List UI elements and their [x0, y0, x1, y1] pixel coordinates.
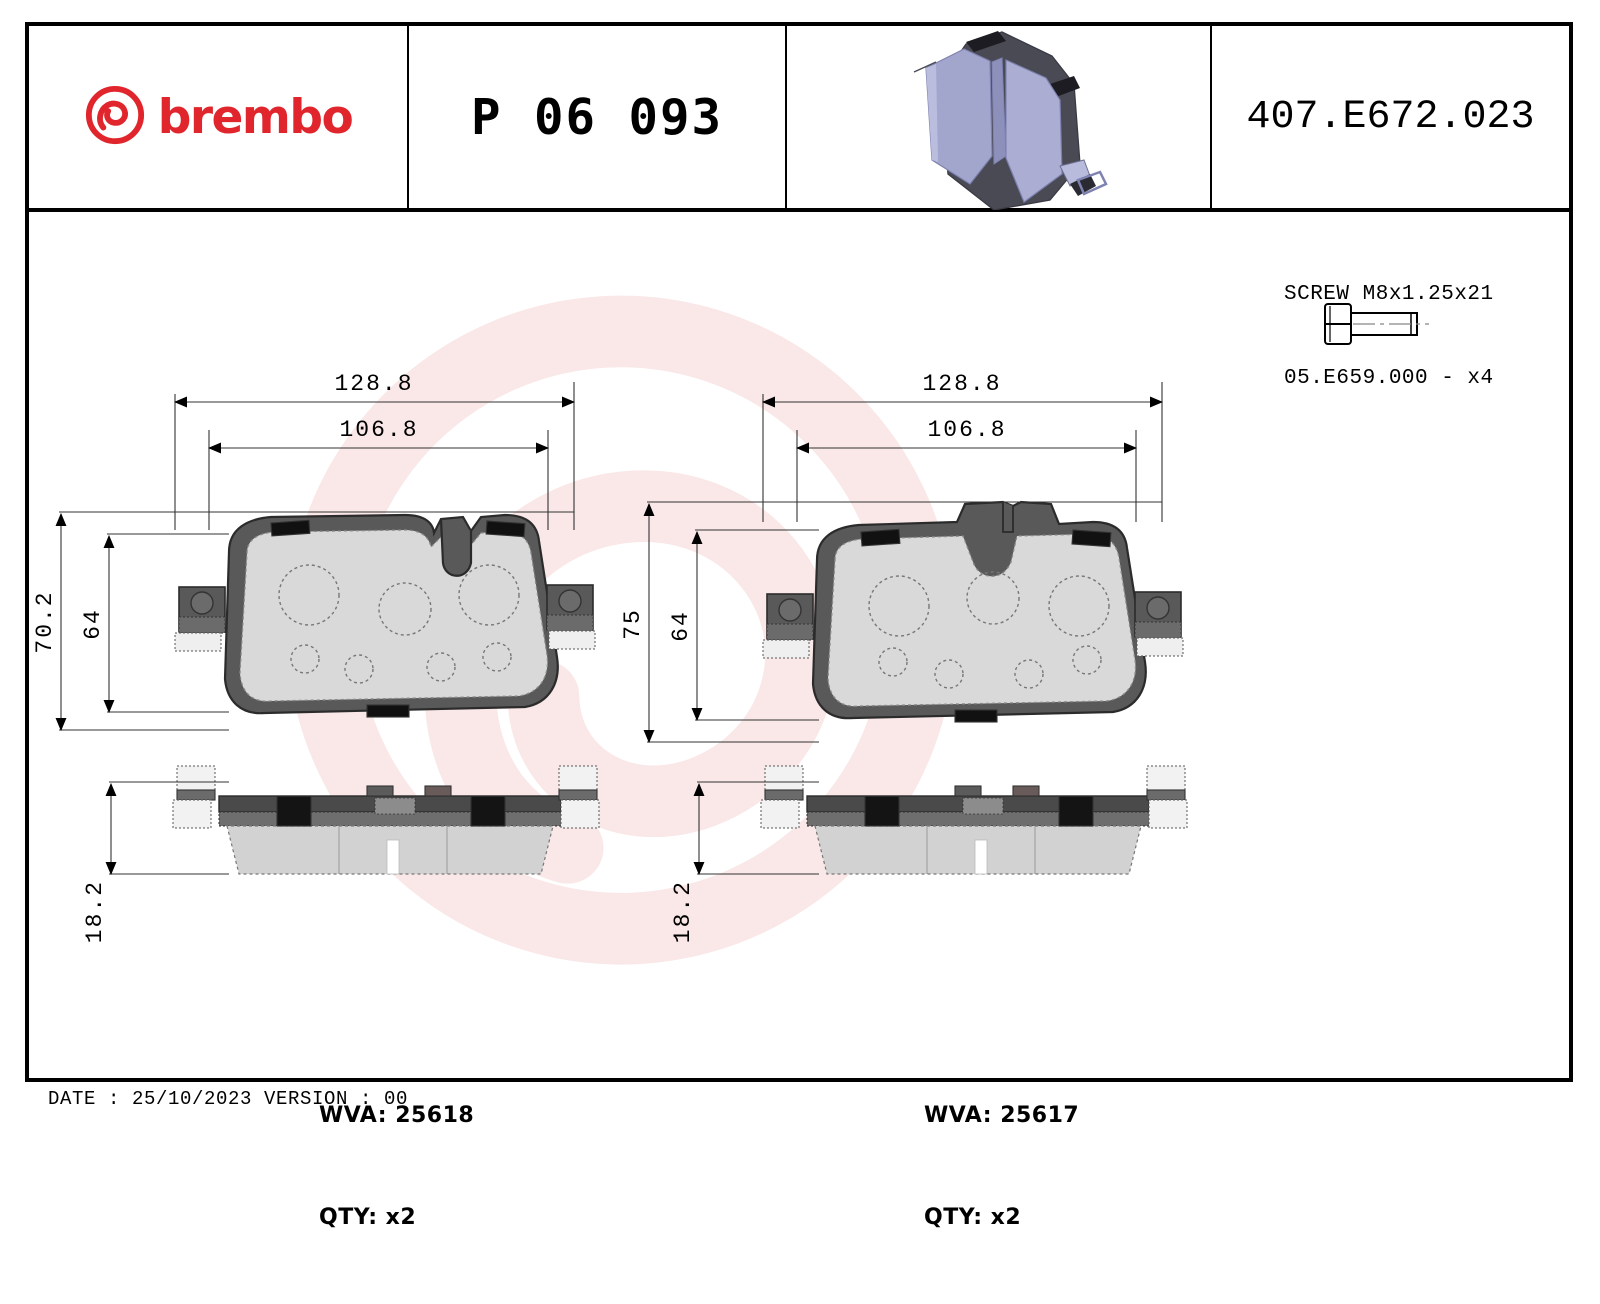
- right-wva-label: WVA: 25617: [924, 1103, 1080, 1129]
- dim-left-height-overall: 70.2: [32, 590, 58, 653]
- product-code-cell: P 06 093: [409, 26, 787, 208]
- footer-date-version: DATE : 25/10/2023 VERSION : 00: [48, 1088, 409, 1110]
- left-wva-label: WVA: 25618: [319, 1103, 475, 1129]
- dim-right-width-inner: 106.8: [927, 417, 1006, 443]
- dim-right-height-inner: 64: [668, 610, 694, 642]
- dim-left-width-overall: 128.8: [334, 371, 413, 397]
- dim-right-width-overall: 128.8: [922, 371, 1001, 397]
- dim-right-thickness: 18.2: [670, 880, 696, 943]
- screw-spec-line1: SCREW M8x1.25x21: [1284, 283, 1494, 307]
- brand-logo-cell: brembo: [29, 26, 409, 208]
- reference-code-cell: 407.E672.023: [1212, 26, 1569, 208]
- dimensioned-views: 128.8 106.8 70.2 64 18.2: [32, 371, 1188, 943]
- brembo-circle-b-icon: [84, 84, 146, 151]
- left-pad-info: WVA: 25618 QTY: x2: [319, 1031, 474, 1304]
- screw-spec-text: SCREW M8x1.25x21 05.E659.000 - x4: [1284, 226, 1494, 448]
- dim-left-height-inner: 64: [80, 608, 106, 640]
- product-code: P 06 093: [470, 88, 723, 146]
- left-qty-label: QTY: x2: [319, 1205, 417, 1231]
- dim-left-width-inner: 106.8: [339, 417, 418, 443]
- dim-left-thickness: 18.2: [82, 880, 108, 943]
- product-photo-cell: [787, 26, 1212, 210]
- datasheet-page: brembo P 06 093: [25, 22, 1573, 1230]
- reference-code: 407.E672.023: [1246, 94, 1535, 140]
- drawing-canvas: 128.8 106.8 70.2 64 18.2: [29, 212, 1212, 1078]
- right-pad-info: WVA: 25617 QTY: x2: [924, 1031, 1079, 1304]
- screw-info-panel: SCREW M8x1.25x21 05.E659.000 - x4: [1212, 212, 1569, 1078]
- brake-pad-3d-render: [913, 31, 1108, 210]
- title-block-header: brembo P 06 093: [29, 26, 1569, 212]
- hex-bolt-icon: [1317, 296, 1437, 357]
- dim-right-height-overall: 75: [620, 608, 646, 640]
- right-qty-label: QTY: x2: [924, 1205, 1022, 1231]
- screw-spec-line2: 05.E659.000 - x4: [1284, 366, 1494, 390]
- drawing-frame: brembo P 06 093: [25, 22, 1573, 1230]
- brand-wordmark: brembo: [157, 89, 354, 145]
